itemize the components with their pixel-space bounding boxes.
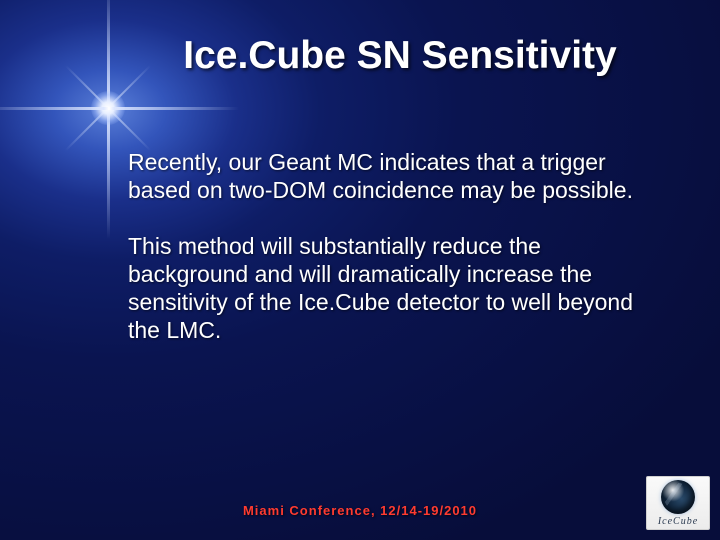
slide-body: Recently, our Geant MC indicates that a … (128, 148, 656, 372)
body-paragraph: This method will substantially reduce th… (128, 232, 656, 344)
globe-icon (661, 480, 695, 514)
icecube-logo: IceCube (646, 476, 710, 530)
slide-footer: Miami Conference, 12/14-19/2010 (0, 503, 720, 518)
lens-flare-decoration (108, 108, 109, 109)
slide-title: Ice.Cube SN Sensitivity (120, 34, 680, 78)
body-paragraph: Recently, our Geant MC indicates that a … (128, 148, 656, 204)
logo-label: IceCube (658, 516, 698, 527)
slide: Ice.Cube SN Sensitivity Recently, our Ge… (0, 0, 720, 540)
